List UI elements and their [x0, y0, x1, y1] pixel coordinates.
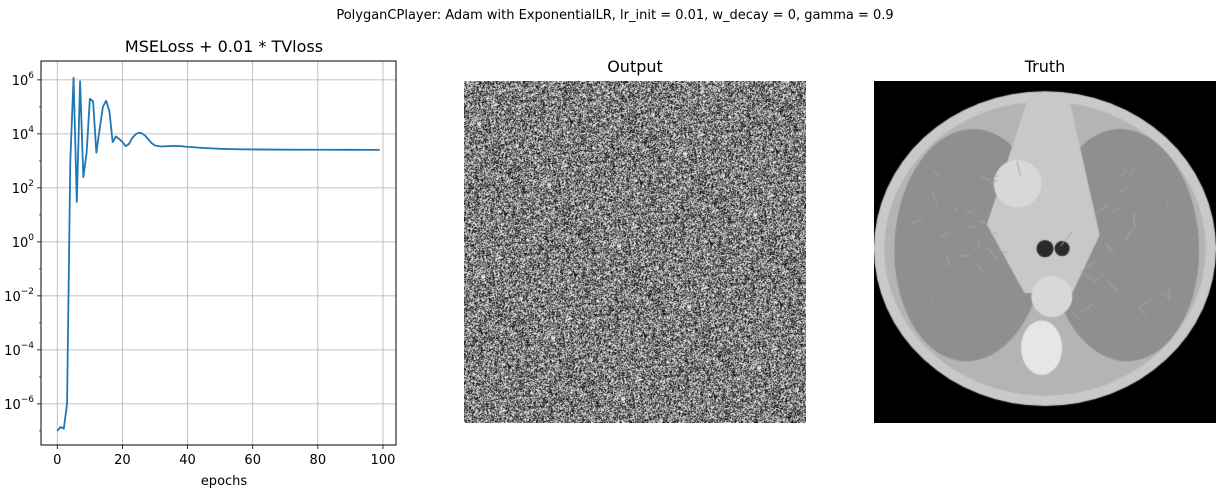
x-tick-label: 80: [310, 453, 327, 468]
loss-axes-frame: [40, 60, 397, 446]
y-tick-label: 10−2: [4, 287, 34, 305]
y-tick-label: 10−4: [4, 341, 34, 359]
y-tick-label: 10−6: [4, 395, 34, 413]
axis-ticks: 0 20 40 60 80 100 10−6 10−4 10−2 100 102 104 106: [4, 71, 395, 468]
figure-suptitle: PolyganCPlayer: Adam with ExponentialLR,…: [336, 8, 894, 23]
loss-series: [56, 76, 380, 432]
x-tick-label: 60: [244, 453, 261, 468]
truth-image: [874, 81, 1216, 423]
x-tick-label: 40: [179, 453, 196, 468]
grid-lines: [41, 61, 396, 445]
output-panel-title: Output: [607, 57, 663, 76]
truth-panel-title: Truth: [1024, 57, 1066, 76]
loss-line: [56, 76, 380, 432]
y-tick-label: 100: [12, 233, 35, 251]
loss-chart-title: MSELoss + 0.01 * TVloss: [125, 37, 323, 56]
output-image: [464, 81, 806, 423]
y-tick-label: 102: [12, 179, 34, 197]
y-tick-label: 104: [12, 125, 35, 143]
x-tick-label: 20: [114, 453, 131, 468]
x-tick-label: 100: [371, 453, 396, 468]
y-tick-label: 106: [12, 71, 35, 89]
x-tick-label: 0: [53, 453, 61, 468]
loss-x-axis-label: epochs: [201, 474, 248, 489]
